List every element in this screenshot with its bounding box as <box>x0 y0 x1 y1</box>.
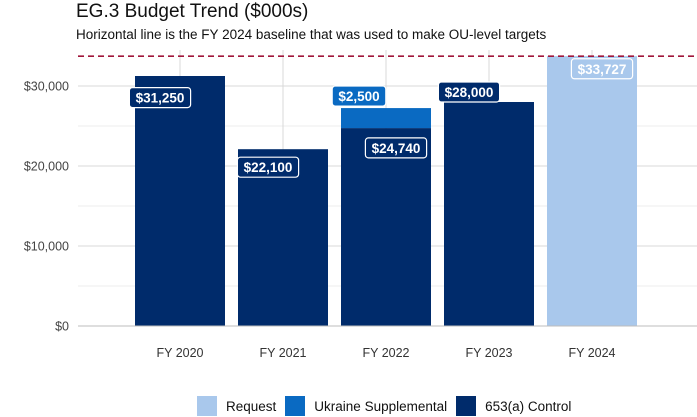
legend-label: Ukraine Supplemental <box>314 398 448 414</box>
data-label-fy-2021: $22,100 <box>236 156 300 178</box>
x-tick-label: FY 2022 <box>362 346 409 360</box>
legend-label: 653(a) Control <box>485 398 572 414</box>
data-labels: $31,250 $22,100 $2,500 $24,740 $28,000 $33,72… <box>128 58 634 178</box>
chart-subtitle: Horizontal line is the FY 2024 baseline … <box>76 27 547 42</box>
data-label-box <box>331 85 387 107</box>
data-label-fy-2023: $28,000 <box>437 81 501 103</box>
legend-swatch <box>197 396 217 416</box>
chart-title: EG.3 Budget Trend ($000s) <box>76 1 309 22</box>
y-tick-label: $0 <box>55 320 69 334</box>
x-tick-label: FY 2024 <box>568 346 615 360</box>
data-label-text: $33,727 <box>578 62 627 77</box>
bar-653-a-control-fy-2021 <box>238 149 328 326</box>
x-tick-label: FY 2020 <box>156 346 203 360</box>
data-label-box <box>570 58 634 80</box>
data-label-fy-2022: $24,740 <box>364 137 428 159</box>
bar-request-fy-2024 <box>547 56 637 327</box>
data-label-text: $22,100 <box>244 160 293 175</box>
data-label-box <box>236 156 300 178</box>
bar-653-a-control-fy-2022 <box>341 128 431 326</box>
bar-653-a-control-fy-2023 <box>444 102 534 326</box>
data-label-box <box>437 81 501 103</box>
bar-653-a-control-fy-2020 <box>135 76 225 326</box>
data-label-fy-2024: $33,727 <box>570 58 634 80</box>
data-label-box <box>364 137 428 159</box>
legend-swatch <box>456 396 477 416</box>
x-tick-label: FY 2023 <box>465 346 512 360</box>
data-label-text: $2,500 <box>338 89 379 104</box>
legend-item-request: Request <box>197 396 276 416</box>
y-tick-label: $30,000 <box>24 80 69 94</box>
legend-label: Request <box>226 398 277 414</box>
data-label-fy-2022: $2,500 <box>331 85 387 107</box>
bar-ukraine-supplemental-fy-2022 <box>341 108 431 129</box>
data-label-text: $28,000 <box>445 85 494 100</box>
legend: Request Ukraine Supplemental 653(a) Contro… <box>197 395 580 417</box>
data-label-text: $24,740 <box>372 141 421 156</box>
legend-item-ukraine-supplemental: Ukraine Supplemental <box>285 396 447 416</box>
bars <box>135 56 637 327</box>
data-label-text: $31,250 <box>136 91 185 106</box>
data-label-fy-2020: $31,250 <box>128 86 192 109</box>
x-tick-label: FY 2021 <box>259 346 306 360</box>
legend-swatch <box>285 396 306 416</box>
y-tick-label: $10,000 <box>24 240 69 254</box>
data-label-box <box>128 86 192 109</box>
axes: $0 $10,000 $20,000 $30,000 FY 2020 FY 2021 FY … <box>24 80 697 360</box>
y-tick-label: $20,000 <box>24 160 69 174</box>
legend-item-653-a-control: 653(a) Control <box>456 396 571 416</box>
